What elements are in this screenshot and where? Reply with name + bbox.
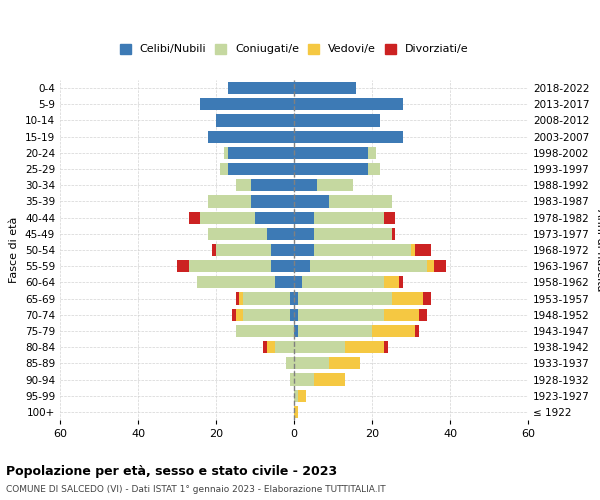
Bar (251, 179, 294, 192)
Bar (422, 292, 431, 304)
Bar (400, 276, 403, 288)
Bar (290, 374, 294, 386)
Bar (368, 147, 376, 159)
Bar (235, 325, 294, 337)
Bar (329, 358, 360, 370)
Bar (216, 244, 271, 256)
Bar (294, 98, 403, 110)
Bar (294, 114, 380, 126)
Bar (255, 212, 294, 224)
Bar (263, 341, 266, 353)
Bar (208, 130, 294, 142)
Bar (294, 130, 403, 142)
Bar (200, 98, 294, 110)
Bar (294, 325, 298, 337)
Bar (298, 325, 372, 337)
Y-axis label: Fasce di età: Fasce di età (10, 217, 19, 283)
Bar (212, 244, 216, 256)
Bar (189, 212, 200, 224)
Bar (244, 292, 290, 304)
Bar (294, 308, 298, 321)
Bar (298, 308, 384, 321)
Bar (298, 390, 306, 402)
Bar (411, 244, 415, 256)
Bar (310, 260, 427, 272)
Bar (239, 292, 244, 304)
Bar (232, 308, 235, 321)
Bar (228, 147, 294, 159)
Bar (415, 244, 431, 256)
Bar (294, 212, 314, 224)
Bar (266, 341, 275, 353)
Y-axis label: Anni di nascita: Anni di nascita (595, 209, 600, 291)
Bar (197, 276, 275, 288)
Bar (208, 196, 251, 207)
Bar (298, 292, 392, 304)
Bar (384, 308, 419, 321)
Bar (415, 325, 419, 337)
Bar (266, 228, 294, 240)
Bar (294, 244, 314, 256)
Bar (294, 341, 344, 353)
Bar (286, 358, 294, 370)
Bar (294, 260, 310, 272)
Bar (419, 308, 427, 321)
Text: Popolazione per età, sesso e stato civile - 2023: Popolazione per età, sesso e stato civil… (6, 465, 337, 478)
Legend: Celibi/Nubili, Coniugati/e, Vedovi/e, Divorziati/e: Celibi/Nubili, Coniugati/e, Vedovi/e, Di… (118, 42, 470, 56)
Bar (235, 292, 239, 304)
Bar (314, 228, 392, 240)
Bar (294, 82, 356, 94)
Bar (294, 196, 329, 207)
Bar (228, 163, 294, 175)
Bar (294, 163, 368, 175)
Bar (392, 228, 395, 240)
Bar (392, 292, 422, 304)
Bar (216, 114, 294, 126)
Bar (275, 276, 294, 288)
Bar (294, 374, 314, 386)
Bar (344, 341, 384, 353)
Bar (294, 276, 302, 288)
Bar (294, 390, 298, 402)
Bar (294, 228, 314, 240)
Bar (329, 196, 392, 207)
Bar (317, 179, 353, 192)
Bar (294, 406, 298, 418)
Bar (368, 163, 380, 175)
Bar (384, 341, 388, 353)
Bar (427, 260, 434, 272)
Bar (294, 292, 298, 304)
Bar (244, 308, 290, 321)
Bar (271, 260, 294, 272)
Bar (302, 276, 384, 288)
Text: COMUNE DI SALCEDO (VI) - Dati ISTAT 1° gennaio 2023 - Elaborazione TUTTITALIA.IT: COMUNE DI SALCEDO (VI) - Dati ISTAT 1° g… (6, 485, 386, 494)
Bar (177, 260, 188, 272)
Bar (235, 179, 251, 192)
Bar (290, 308, 294, 321)
Bar (228, 82, 294, 94)
Bar (294, 358, 329, 370)
Bar (290, 292, 294, 304)
Bar (189, 260, 271, 272)
Bar (208, 228, 266, 240)
Bar (220, 163, 228, 175)
Bar (314, 244, 411, 256)
Bar (200, 212, 255, 224)
Bar (251, 196, 294, 207)
Bar (224, 147, 228, 159)
Bar (372, 325, 415, 337)
Bar (294, 147, 368, 159)
Bar (314, 374, 344, 386)
Bar (434, 260, 446, 272)
Bar (275, 341, 294, 353)
Bar (271, 244, 294, 256)
Bar (384, 212, 395, 224)
Bar (314, 212, 384, 224)
Bar (384, 276, 400, 288)
Bar (235, 308, 244, 321)
Bar (294, 179, 317, 192)
